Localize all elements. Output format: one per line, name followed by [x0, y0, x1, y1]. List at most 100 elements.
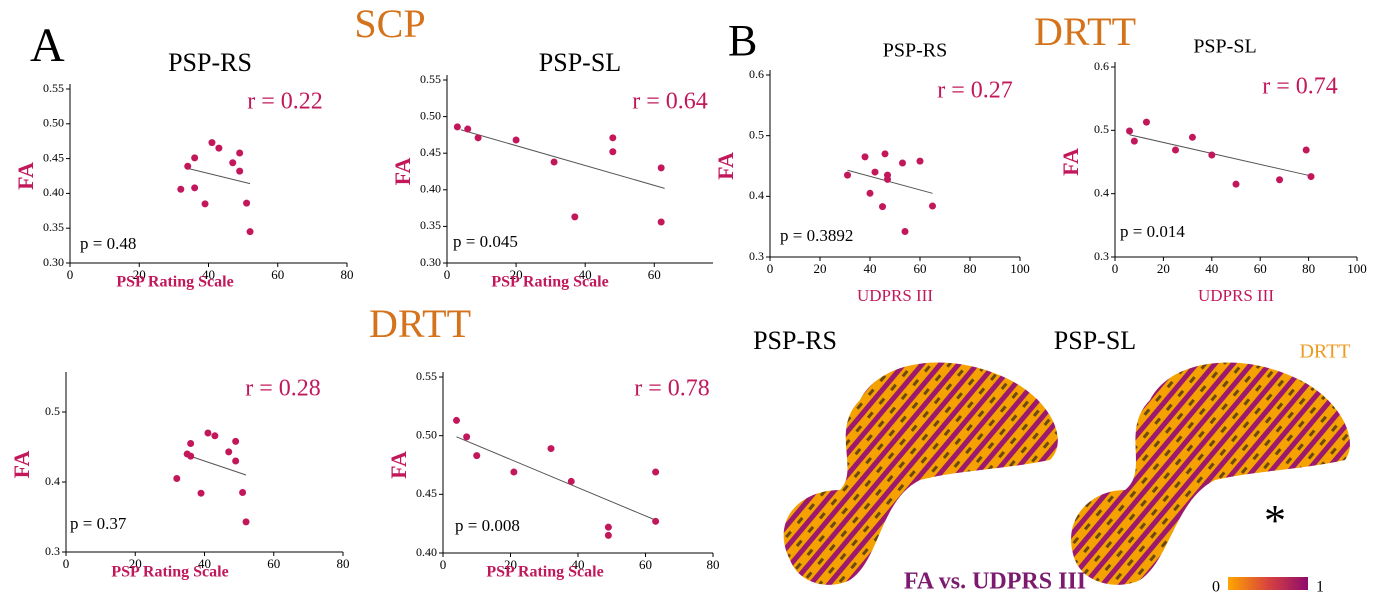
point: [567, 477, 575, 485]
y-tick-label: 0.5: [749, 127, 764, 141]
point: [657, 164, 665, 172]
chart-title: PSP-SL: [1193, 36, 1256, 58]
annotation-r: r = 0.27: [937, 78, 1013, 104]
x-tick-label: 60: [271, 267, 284, 282]
point: [232, 437, 240, 445]
point: [187, 440, 195, 447]
point: [225, 448, 233, 456]
x-axis-label: PSP Rating Scale: [116, 274, 233, 291]
y-tick-label: 0.55: [416, 369, 437, 383]
point: [453, 416, 460, 424]
x-tick-label: 20: [814, 261, 827, 276]
point: [901, 228, 909, 236]
x-tick-label: 0: [67, 267, 74, 282]
point: [464, 125, 472, 133]
y-tick-label: 0.50: [43, 116, 64, 130]
x-tick-label: 20: [510, 267, 523, 282]
point: [861, 153, 869, 161]
point: [881, 150, 889, 158]
point: [187, 452, 195, 460]
point: [1232, 180, 1240, 188]
annotation-p: p = 0.014: [1120, 222, 1185, 241]
x-tick-label: 80: [341, 267, 354, 282]
y-tick-label: 0.40: [416, 545, 437, 559]
y-tick-label: 0.50: [420, 108, 441, 122]
annotation-r: r = 0.64: [632, 89, 708, 115]
y-axis-label: FA: [1058, 148, 1083, 176]
x-tick-label: 100: [1010, 261, 1030, 276]
x-tick-label: 40: [1205, 261, 1218, 276]
x-tick-label: 20: [1157, 261, 1170, 276]
y-tick-label: 0.4: [749, 188, 764, 202]
trend-line: [1129, 134, 1312, 177]
annotation-p: p = 0.48: [80, 234, 136, 253]
point: [1172, 146, 1179, 154]
y-tick-label: 0.4: [1094, 185, 1109, 199]
x-tick-label: 60: [1254, 261, 1267, 276]
asterisk: *: [1264, 496, 1286, 545]
trend-line: [460, 129, 665, 189]
point: [243, 199, 251, 207]
x-tick-label: 40: [864, 261, 877, 276]
point: [236, 167, 244, 175]
section-title: DRTT: [1034, 9, 1136, 54]
trend-line: [456, 436, 656, 521]
point: [184, 162, 192, 170]
y-tick-label: 0.55: [43, 81, 64, 95]
point: [916, 157, 924, 165]
y-tick-label: 0.35: [420, 218, 441, 232]
point: [652, 517, 660, 525]
point: [239, 489, 247, 496]
tract-label: DRTT: [1299, 341, 1350, 363]
point: [1188, 133, 1196, 141]
section-title: DRTT: [369, 301, 471, 346]
y-axis-label: FA: [13, 162, 38, 190]
x-tick-label: 60: [648, 267, 661, 282]
point: [871, 168, 879, 176]
x-tick-label: 20: [504, 557, 517, 572]
point: [232, 457, 240, 465]
point: [879, 203, 886, 211]
point: [204, 429, 212, 437]
annotation-r: r = 0.28: [245, 376, 321, 402]
annotation-p: p = 0.008: [455, 516, 520, 535]
x-axis-label: UDPRS III: [1198, 286, 1274, 305]
x-tick-label: 60: [267, 556, 280, 571]
point: [197, 489, 205, 497]
point: [211, 432, 219, 440]
point: [463, 433, 471, 441]
point: [1142, 118, 1150, 126]
x-tick-label: 0: [767, 261, 774, 276]
point: [242, 518, 250, 526]
y-tick-label: 0.30: [420, 255, 441, 269]
y-tick-label: 0.4: [45, 474, 60, 488]
x-tick-label: 0: [440, 557, 447, 572]
caption: FA vs. UDPRS III: [904, 569, 1086, 595]
y-tick-label: 0.50: [416, 427, 437, 441]
y-tick-label: 0.40: [420, 182, 441, 196]
trend-line: [187, 167, 251, 185]
point: [609, 134, 617, 142]
point: [208, 139, 216, 147]
point: [191, 154, 199, 162]
x-tick-label: 40: [202, 267, 215, 282]
point: [609, 148, 617, 156]
x-tick-label: 40: [579, 267, 592, 282]
point: [547, 445, 555, 453]
y-tick-label: 0.45: [416, 486, 437, 500]
annotation-p: p = 0.045: [453, 232, 518, 251]
chart-title: PSP-SL: [539, 48, 621, 77]
x-tick-label: 80: [1302, 261, 1315, 276]
annotation-r: r = 0.78: [634, 376, 710, 402]
y-axis-label: FA: [386, 451, 411, 479]
y-tick-label: 0.40: [43, 185, 64, 199]
point: [604, 523, 612, 531]
y-tick-label: 0.6: [1094, 59, 1109, 73]
y-axis-label: FA: [713, 152, 738, 180]
annotation-r: r = 0.22: [247, 89, 323, 115]
point: [510, 468, 518, 476]
x-tick-label: 40: [198, 556, 211, 571]
x-axis-label: PSP Rating Scale: [111, 564, 228, 581]
point: [652, 468, 660, 476]
